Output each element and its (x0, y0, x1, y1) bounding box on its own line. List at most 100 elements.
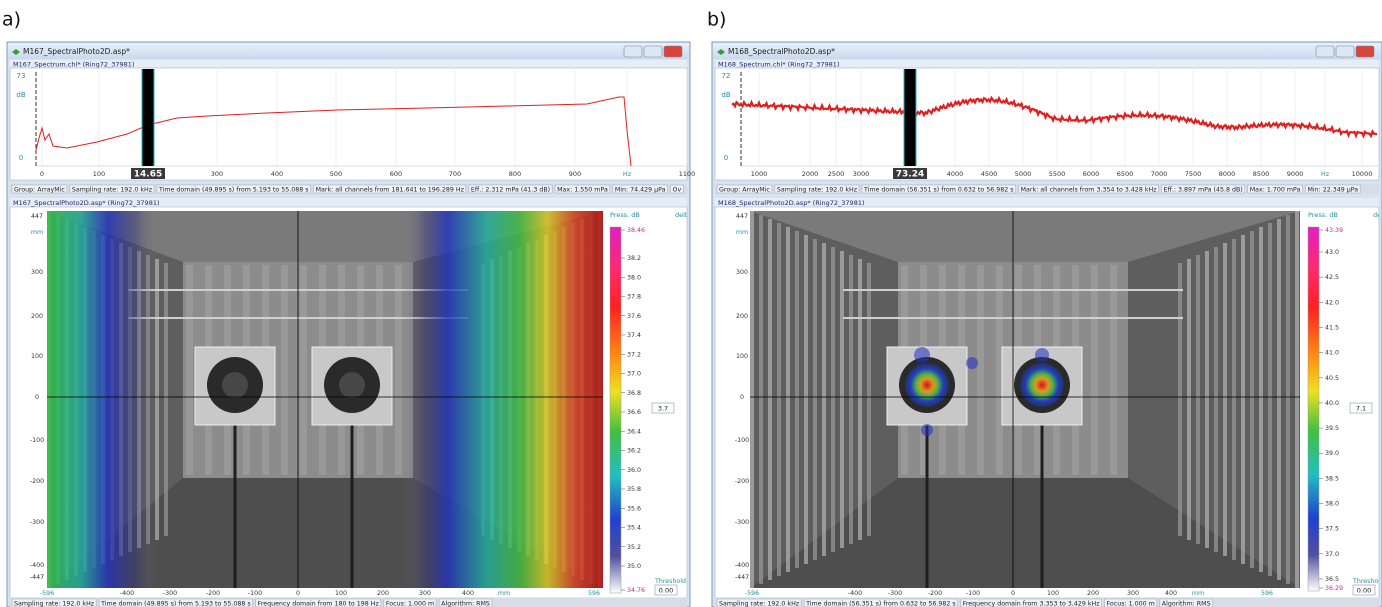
colorbar-label: 37.6 (627, 313, 641, 320)
room-ceiling (750, 211, 1300, 262)
photo-y-label: -400 (735, 562, 749, 569)
foam-wedge (1178, 263, 1182, 536)
status-field-box (716, 184, 773, 194)
status-field-box (960, 598, 1102, 607)
colorbar-label: 40.0 (1325, 400, 1339, 407)
wall-wedge (1091, 265, 1098, 475)
status-field-text: Group: ArrayMic (719, 187, 770, 194)
close-button[interactable] (663, 45, 683, 58)
photo-x-label: -200 (928, 590, 942, 597)
colorbar-label: 36.0 (627, 467, 641, 474)
status-field: Group: ArrayMic (716, 184, 773, 194)
spectrum-x-label: 7500 (1185, 170, 1202, 178)
status-field-box (861, 184, 1016, 194)
spectrum-x-label: Hz (1321, 170, 1330, 178)
threshold-box[interactable] (654, 584, 678, 596)
spectrum-x-label: 400 (271, 170, 283, 178)
foam-wedge (1286, 215, 1290, 584)
foam-wedge (1187, 259, 1191, 540)
foam-wedge (1295, 211, 1299, 588)
photo-y-label: 300 (31, 269, 43, 276)
colorbar-label: 40.5 (1325, 375, 1339, 382)
status-field-box (438, 598, 493, 607)
status-field-text: Time domain (49.895 s) from 5.193 to 55.… (158, 187, 309, 194)
status-field: Mark: all channels from 3.354 to 3.428 k… (1018, 184, 1159, 194)
status-field: Max: 1.700 mPa (1247, 184, 1303, 194)
spectrum-x-label: 4500 (981, 170, 998, 178)
status-field: Frequency domain from 180 to 198 Hz (255, 598, 382, 607)
foam-wedge (777, 223, 781, 576)
status-field-box (11, 184, 68, 194)
spectrum-header (715, 60, 1379, 68)
frequency-cursor[interactable] (904, 69, 916, 166)
photo-header (715, 198, 1379, 207)
spectrum-x-label: 6500 (1117, 170, 1134, 178)
spectrum-x-label: 10000 (1352, 170, 1373, 178)
status-field-box (1018, 184, 1159, 194)
foam-wedge (1232, 239, 1236, 560)
colorbar-label: 37.5 (1325, 526, 1339, 533)
status-field-text: Min: 74.429 µPa (615, 187, 666, 194)
foam-wedge (795, 231, 799, 568)
foam-wedge (813, 239, 817, 560)
threshold-box[interactable] (1352, 584, 1376, 596)
spectrum-x-label: 600 (390, 170, 402, 178)
close-button[interactable] (1355, 45, 1375, 58)
spectrum-y-label: 73 (17, 72, 26, 80)
frequency-cursor[interactable] (142, 69, 154, 166)
colorbar-label: 41.5 (1325, 324, 1339, 331)
sound-map-overlay (47, 211, 603, 588)
spectrum-x-label: 900 (569, 170, 581, 178)
foam-wedge (750, 211, 754, 588)
status-field: Ov (670, 184, 684, 194)
delta-box[interactable] (651, 402, 675, 414)
sound-source-spot (1020, 363, 1064, 407)
colorbar-label: 39.0 (1325, 450, 1339, 457)
status-bar: Sampling rate: 192.0 kHz Time domain (56.… (715, 598, 1379, 607)
minimize-button[interactable] (623, 45, 643, 58)
spectrum-x-label: 6000 (1083, 170, 1100, 178)
minimize-button[interactable] (1315, 45, 1335, 58)
status-field-text: Frequency domain from 180 to 198 Hz (258, 601, 380, 607)
spectrum-plot (9, 67, 688, 181)
photo-y-label: 100 (31, 353, 43, 360)
delta-box[interactable] (1349, 402, 1373, 414)
status-field: Time domain (49.895 s) from 5.193 to 55.… (156, 184, 311, 194)
colorbar-label: 43.0 (1325, 249, 1339, 256)
photo-y-label: -300 (735, 519, 749, 526)
cursor-label-box (893, 168, 927, 179)
photo-x-label: -300 (163, 590, 177, 597)
colorbar-label: 37.4 (627, 332, 641, 339)
sound-source-spot (921, 424, 933, 436)
colorbar-header: Press. dB (610, 211, 640, 219)
spectrum-x-label: 300 (211, 170, 223, 178)
status-field-box (774, 184, 860, 194)
maximize-button[interactable] (643, 45, 663, 58)
spectrum-x-label: 1000 (751, 170, 768, 178)
colorbar-delta-header: delta (1373, 211, 1382, 219)
status-field-box (98, 598, 253, 607)
colorbar-label: 35.6 (627, 505, 641, 512)
status-field-text: Sampling rate: 192.0 kHz (719, 601, 800, 607)
status-field-text: Time domain (49.895 s) from 5.193 to 55.… (100, 601, 251, 607)
status-field: Algorithm: RMS (1159, 598, 1213, 607)
photo-y-label: mm (31, 229, 43, 236)
photo-x-label: 300 (419, 590, 431, 597)
threshold-label: Threshold (654, 578, 686, 585)
status-field-box (716, 598, 802, 607)
photo-y-label: -100 (30, 437, 44, 444)
status-field-text: Focus: 1.000 m (386, 601, 434, 607)
panel-label: b) (707, 9, 726, 31)
maximize-button[interactable] (1335, 45, 1355, 58)
photo-y-label: -400 (30, 562, 44, 569)
colorbar-label: 38.5 (1325, 475, 1339, 482)
title-bar (713, 43, 1381, 59)
photo-x-label: -300 (888, 590, 902, 597)
title-bar (8, 43, 689, 59)
acoustic-photo (47, 211, 603, 588)
photo-y-label: -447 (30, 574, 44, 581)
status-field: Time domain (56.351 s) from 0.632 to 56.… (803, 598, 958, 607)
threshold-value: 0.00 (1357, 587, 1371, 595)
colorbar-label: 42.0 (1325, 299, 1339, 306)
foam-wedge (768, 219, 772, 580)
